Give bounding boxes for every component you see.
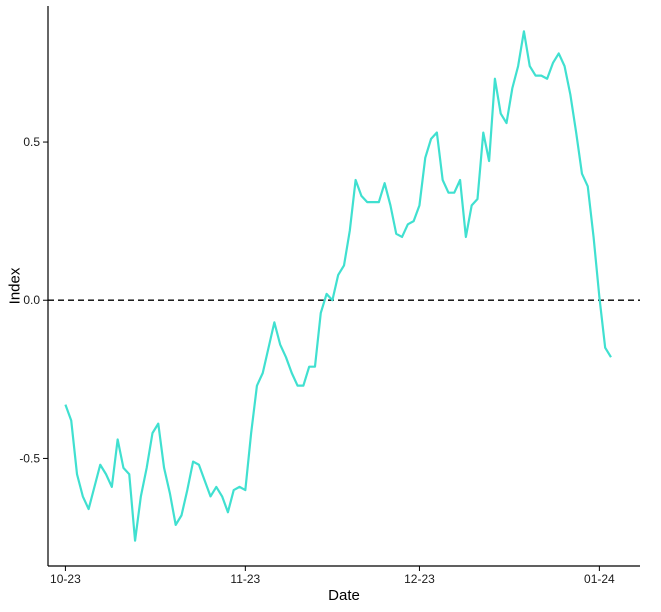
y-tick-label: 0.0: [23, 293, 40, 307]
x-tick-label: 10-23: [50, 572, 81, 586]
y-axis-title: Index: [6, 267, 23, 304]
x-tick-label: 01-24: [584, 572, 615, 586]
x-axis-title: Date: [328, 587, 360, 604]
x-tick-label: 11-23: [230, 572, 260, 586]
axes: -0.5 0.0 0.5 10-23 11-23 12-23 01-24: [19, 6, 640, 586]
y-tick-label: 0.5: [23, 135, 40, 149]
series-line-0: [64, 30, 612, 542]
x-tick-label: 12-23: [404, 572, 435, 586]
plot-area: [48, 30, 640, 542]
y-tick-label: -0.5: [19, 451, 40, 465]
